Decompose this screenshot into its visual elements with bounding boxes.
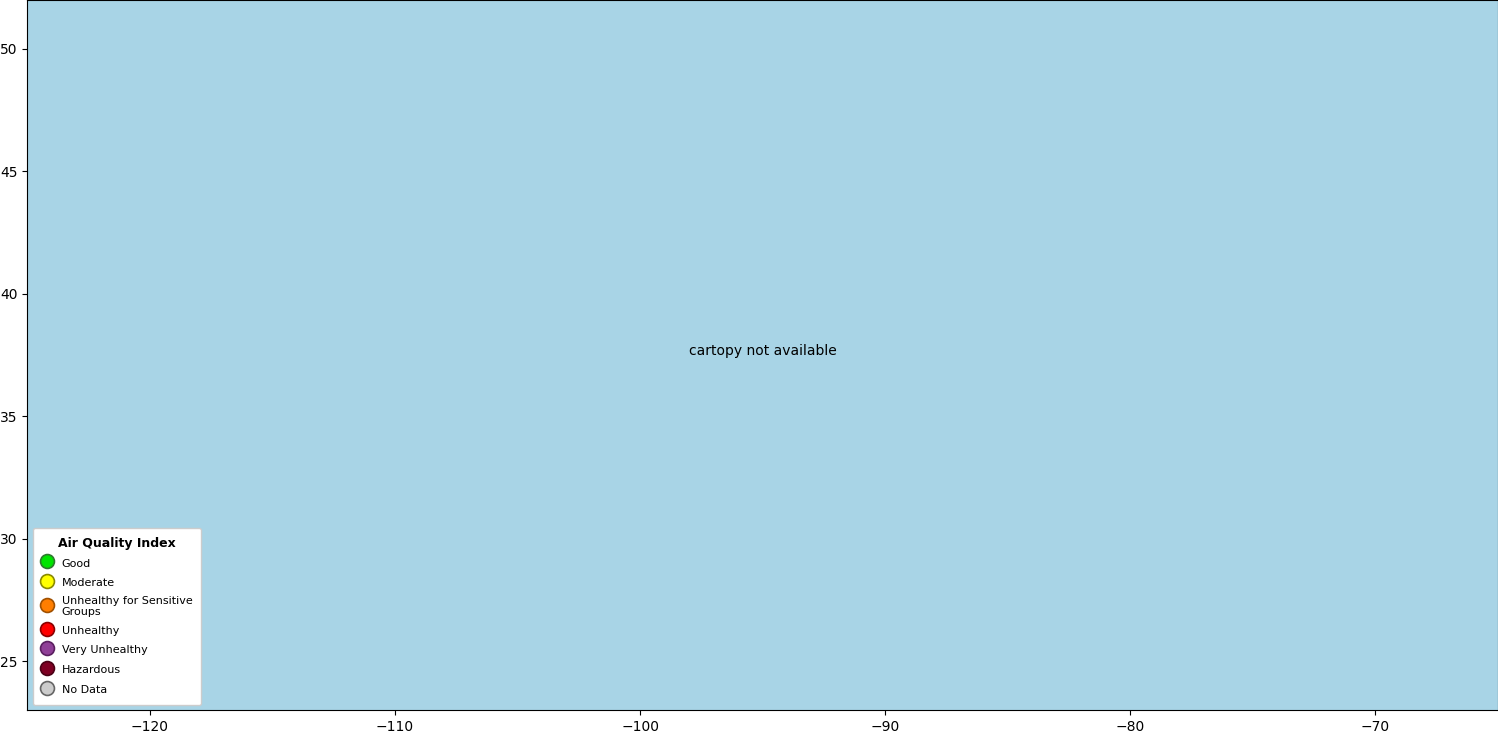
Legend: Good, Moderate, Unhealthy for Sensitive
Groups, Unhealthy, Very Unhealthy, Hazar: Good, Moderate, Unhealthy for Sensitive … (33, 528, 201, 705)
Text: cartopy not available: cartopy not available (689, 344, 836, 358)
